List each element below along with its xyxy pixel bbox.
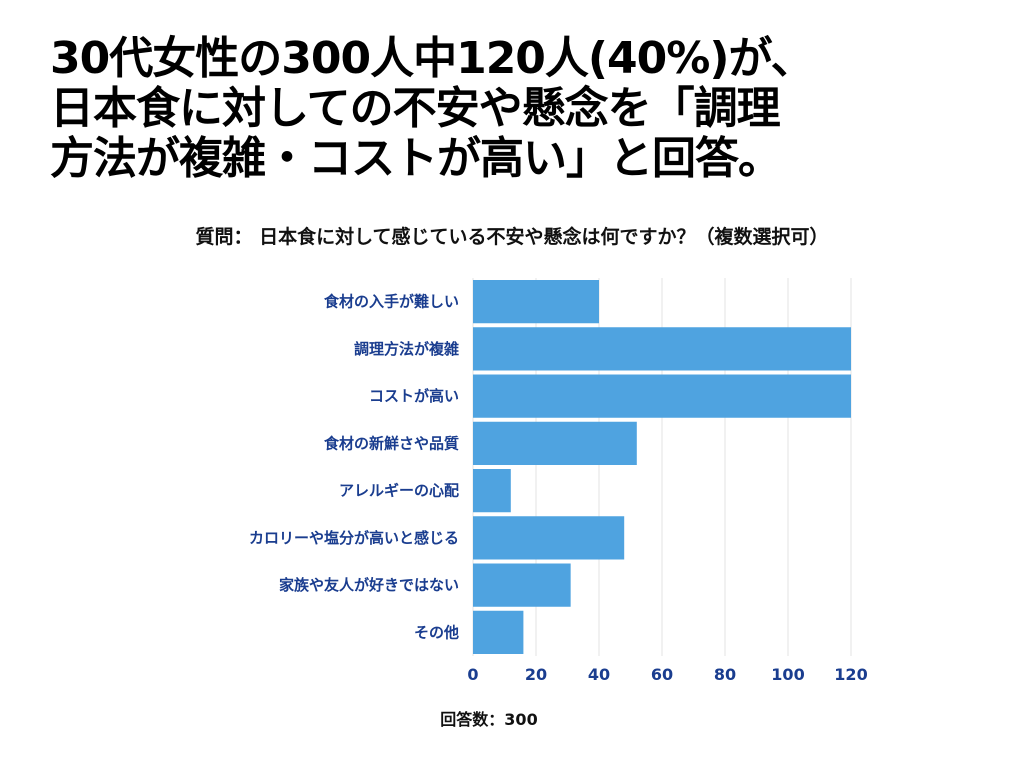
category-label: アレルギーの心配: [339, 482, 459, 500]
category-label: その他: [414, 623, 459, 641]
x-tick-label: 80: [714, 665, 736, 684]
respondent-count: 回答数：300: [440, 710, 538, 729]
category-label: 家族や友人が好きではない: [279, 576, 459, 594]
x-tick-label: 40: [588, 665, 610, 684]
x-tick-label: 120: [834, 665, 867, 684]
category-label: 調理方法が複雑: [354, 340, 459, 358]
category-label: コストが高い: [369, 387, 459, 405]
headline-line-3: 方法が複雑・コストが高い」と回答。: [50, 133, 782, 184]
bar: [473, 280, 599, 324]
bar: [473, 516, 625, 560]
headline-line-1: 30代女性の300人中120人(40%)が、: [50, 33, 815, 84]
bar: [473, 469, 511, 513]
chart-title: 質問： 日本食に対して感じている不安や懸念は何ですか？（複数選択可）: [195, 226, 829, 248]
bar: [473, 563, 571, 607]
headline: 30代女性の300人中120人(40%)が、 日本食に対しての不安や懸念を「調理…: [50, 34, 990, 184]
x-tick-label: 100: [771, 665, 804, 684]
bar: [473, 327, 851, 371]
category-label: 食材の入手が難しい: [324, 293, 459, 311]
bar: [473, 374, 851, 418]
category-label: カロリーや塩分が高いと感じる: [249, 529, 459, 547]
x-tick-label: 20: [525, 665, 547, 684]
headline-line-2: 日本食に対しての不安や懸念を「調理: [50, 83, 781, 134]
x-tick-label: 60: [651, 665, 673, 684]
x-tick-label: 0: [467, 665, 478, 684]
category-label: 食材の新鮮さや品質: [324, 434, 459, 452]
bar: [473, 421, 637, 465]
bar: [473, 610, 524, 654]
